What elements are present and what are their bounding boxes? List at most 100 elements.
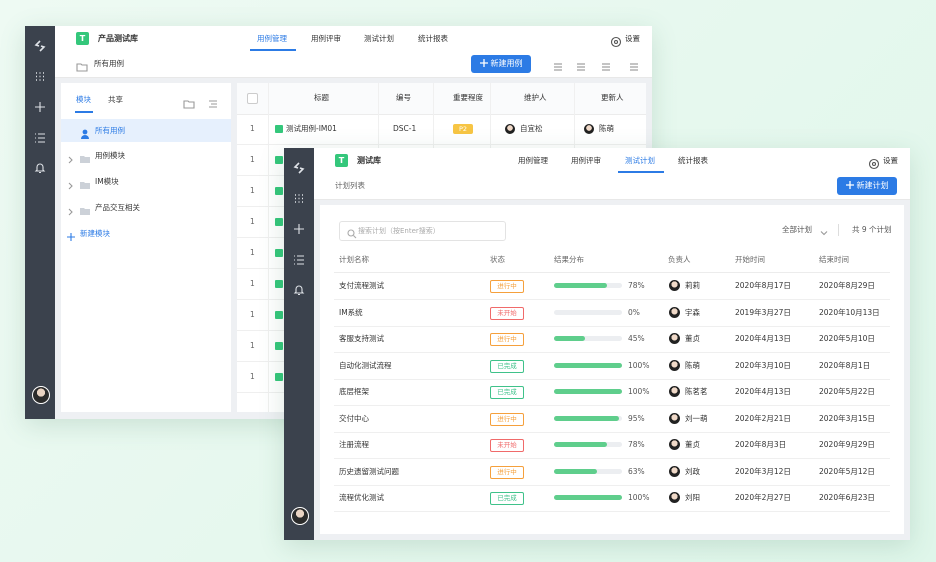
row-divider — [334, 352, 890, 353]
sidebar-icon[interactable] — [34, 159, 46, 174]
sidebar-icon[interactable] — [34, 129, 46, 143]
sidebar-icon[interactable] — [34, 68, 46, 81]
row-index: 1 — [250, 372, 255, 381]
logo: T — [335, 154, 348, 167]
search-placeholder: 搜索计划（按Enter搜索） — [358, 227, 440, 235]
sidebar-icon[interactable] — [293, 251, 305, 265]
tree-expand[interactable] — [65, 151, 77, 164]
case-icon — [275, 249, 283, 257]
settings-icon[interactable] — [868, 155, 880, 170]
plan-name[interactable]: 支付流程测试 — [339, 281, 384, 290]
new-module-link[interactable]: 新建模块 — [80, 229, 110, 238]
plan-name[interactable]: 历史遗留测试问题 — [339, 466, 399, 476]
plan-filter[interactable]: 全部计划 — [782, 225, 812, 234]
row-divider — [334, 378, 890, 380]
new-case-button[interactable]: 新建用例 — [471, 55, 531, 73]
tree-expand[interactable] — [65, 203, 77, 216]
user-avatar[interactable] — [291, 507, 309, 525]
row-divider — [237, 144, 646, 145]
sidebar-icon[interactable] — [34, 98, 46, 112]
nav-tab[interactable]: 用例管理 — [518, 156, 548, 165]
settings-label[interactable]: 设置 — [625, 34, 640, 43]
end-date: 2020年10月13日 — [819, 307, 880, 317]
table-header: 标题 — [314, 93, 329, 102]
nav-tab[interactable]: 测试计划 — [364, 34, 394, 43]
search-box[interactable]: 搜索计划（按Enter搜索） — [339, 221, 506, 241]
toolbar-icon[interactable] — [575, 58, 587, 71]
logo: T — [76, 32, 89, 45]
active-tab-underline — [618, 171, 664, 173]
plan-name[interactable]: 自动化测试流程 — [339, 360, 392, 370]
tree-folder — [79, 150, 91, 163]
avatar — [669, 386, 680, 397]
plan-name[interactable]: 注册流程 — [339, 440, 369, 449]
plan-name[interactable]: 流程优化测试 — [339, 493, 384, 502]
row-index: 1 — [250, 279, 255, 288]
table-header: 开始时间 — [735, 255, 765, 264]
avatar — [669, 333, 680, 344]
priority-badge: P2 — [453, 124, 473, 134]
toolbar-icon[interactable] — [552, 58, 564, 71]
status-tag: 未开始 — [490, 306, 524, 320]
tree-item[interactable]: IM模块 — [95, 177, 119, 186]
project-name: 产品测试库 — [98, 34, 138, 43]
start-date: 2020年4月13日 — [735, 334, 791, 343]
progress-fill — [554, 362, 622, 368]
nav-tab[interactable]: 统计报表 — [418, 34, 448, 43]
sidebar-icon[interactable] — [293, 220, 305, 234]
start-date: 2020年8月17日 — [735, 281, 791, 290]
case-title[interactable]: 测试用例-IM01 — [286, 124, 337, 133]
start-date: 2019年3月27日 — [735, 307, 791, 317]
sidebar-icon[interactable] — [293, 159, 305, 174]
nav-tab[interactable]: 用例管理 — [257, 34, 287, 43]
start-date: 2020年2月27日 — [735, 493, 791, 502]
new-plan-button[interactable]: 新建计划 — [837, 177, 897, 195]
nav-tab[interactable]: 用例评审 — [311, 34, 341, 43]
user-avatar[interactable] — [32, 386, 50, 404]
settings-label[interactable]: 设置 — [883, 156, 898, 165]
toolbar-icon[interactable] — [600, 58, 612, 71]
tree-folder — [79, 176, 91, 189]
end-date: 2020年5月12日 — [819, 466, 875, 476]
end-date: 2020年9月29日 — [819, 440, 875, 449]
tree-item[interactable]: 用例模块 — [95, 151, 125, 160]
row-divider — [334, 458, 890, 459]
tree-item[interactable]: 产品交互相关 — [95, 203, 140, 212]
sidebar-icon[interactable] — [293, 190, 305, 203]
avatar — [669, 359, 680, 371]
collapse-icon[interactable] — [207, 95, 219, 108]
avatar — [669, 439, 680, 450]
settings-icon[interactable] — [610, 33, 622, 48]
start-date: 2020年3月10日 — [735, 360, 791, 370]
end-date: 2020年8月29日 — [819, 281, 875, 290]
toolbar-icon[interactable] — [628, 58, 640, 71]
header-checkbox[interactable] — [247, 93, 258, 104]
tree-expand[interactable] — [65, 177, 77, 190]
nav-tab[interactable]: 测试计划 — [625, 156, 655, 165]
plan-name[interactable]: 底层框架 — [339, 387, 369, 396]
sidebar-icon[interactable] — [293, 281, 305, 296]
avatar — [669, 492, 680, 503]
plan-name[interactable]: 客服支持测试 — [339, 334, 384, 343]
nav-tab[interactable]: 用例评审 — [571, 156, 601, 165]
tree-item[interactable]: 所有用例 — [95, 126, 125, 135]
status-tag: 已完成 — [490, 492, 524, 505]
avatar — [584, 124, 594, 134]
tree-tab[interactable]: 模块 — [76, 95, 91, 104]
row-divider — [334, 511, 890, 512]
nav-tab[interactable]: 统计报表 — [678, 156, 708, 165]
sidebar-icon[interactable] — [34, 37, 46, 52]
owner: 刘阳 — [685, 493, 700, 502]
avatar — [505, 124, 515, 134]
module-panel: 模块 共享所有用例用例模块 IM模块产品交互相关新建模块 — [61, 83, 231, 412]
tree-tab[interactable]: 共享 — [108, 95, 123, 104]
start-date: 2020年8月3日 — [735, 440, 787, 449]
progress-label: 100% — [628, 493, 650, 502]
folder-add-icon[interactable] — [183, 95, 195, 109]
plan-name[interactable]: IM系统 — [339, 307, 363, 317]
plan-window: T 测试库 用例管理 用例评审 测试计划 统计报表 设置 计划列表 新建计划 搜索计划（按Ente… — [284, 148, 910, 540]
avatar — [669, 465, 680, 477]
plan-name[interactable]: 交付中心 — [339, 413, 369, 423]
owner: 陈萌 — [685, 360, 700, 370]
